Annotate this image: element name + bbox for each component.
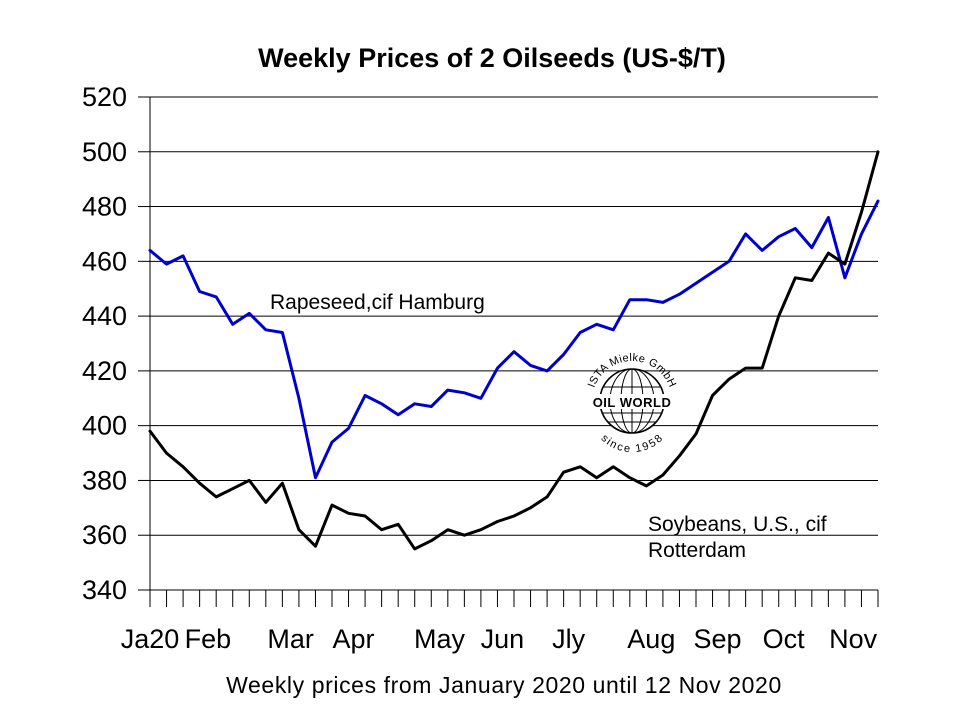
x-tick-label: Jly xyxy=(552,624,585,654)
x-tick-label: Ja20 xyxy=(121,624,180,654)
x-axis-minor-ticks xyxy=(149,590,879,607)
y-tick-label: 480 xyxy=(82,192,127,222)
y-tick-label: 520 xyxy=(82,82,127,112)
y-tick-label: 420 xyxy=(82,356,127,386)
x-tick-label: May xyxy=(414,624,466,654)
y-tick-label: 400 xyxy=(82,411,127,441)
series-label-soybeans-line1: Soybeans, U.S., cif xyxy=(648,513,827,536)
y-tick-label: 460 xyxy=(82,246,127,276)
y-axis-ticks: 340 360 380 400 420 440 460 480 500 520 xyxy=(82,82,150,605)
series-line-rapeseed xyxy=(148,199,880,480)
x-axis-label: Weekly prices from January 2020 until 12… xyxy=(226,672,782,698)
y-tick-label: 340 xyxy=(82,575,127,605)
x-tick-label: Apr xyxy=(332,624,374,654)
y-tick-label: 440 xyxy=(82,301,127,331)
x-tick-label: Aug xyxy=(627,624,675,654)
x-tick-label: Sep xyxy=(693,624,741,654)
y-tick-label: 500 xyxy=(82,137,127,167)
x-tick-label: Oct xyxy=(763,624,806,654)
series-label-soybeans-line2: Rotterdam xyxy=(648,539,746,562)
x-axis-month-labels: Ja20 Feb Mar Apr May Jun Jly Aug Sep Oct Nov xyxy=(121,624,878,654)
x-tick-label: Nov xyxy=(829,624,878,654)
chart-title: Weekly Prices of 2 Oilseeds (US-$/T) xyxy=(258,43,726,73)
x-tick-label: Jun xyxy=(481,624,525,654)
series-label-rapeseed: Rapeseed,cif Hamburg xyxy=(270,291,485,314)
logo-center-text: OIL WORLD xyxy=(593,395,672,410)
x-tick-label: Mar xyxy=(267,624,314,654)
y-tick-label: 380 xyxy=(82,465,127,495)
oil-world-logo: OIL WORLD ISTA Mielke GmbH since 1958 xyxy=(586,352,678,455)
y-tick-label: 360 xyxy=(82,520,127,550)
x-tick-label: Feb xyxy=(185,624,232,654)
series-line-soybeans xyxy=(148,150,880,551)
series-lines xyxy=(148,150,880,551)
logo-bottom-text: since 1958 xyxy=(599,432,666,455)
grid-lines xyxy=(150,96,878,536)
